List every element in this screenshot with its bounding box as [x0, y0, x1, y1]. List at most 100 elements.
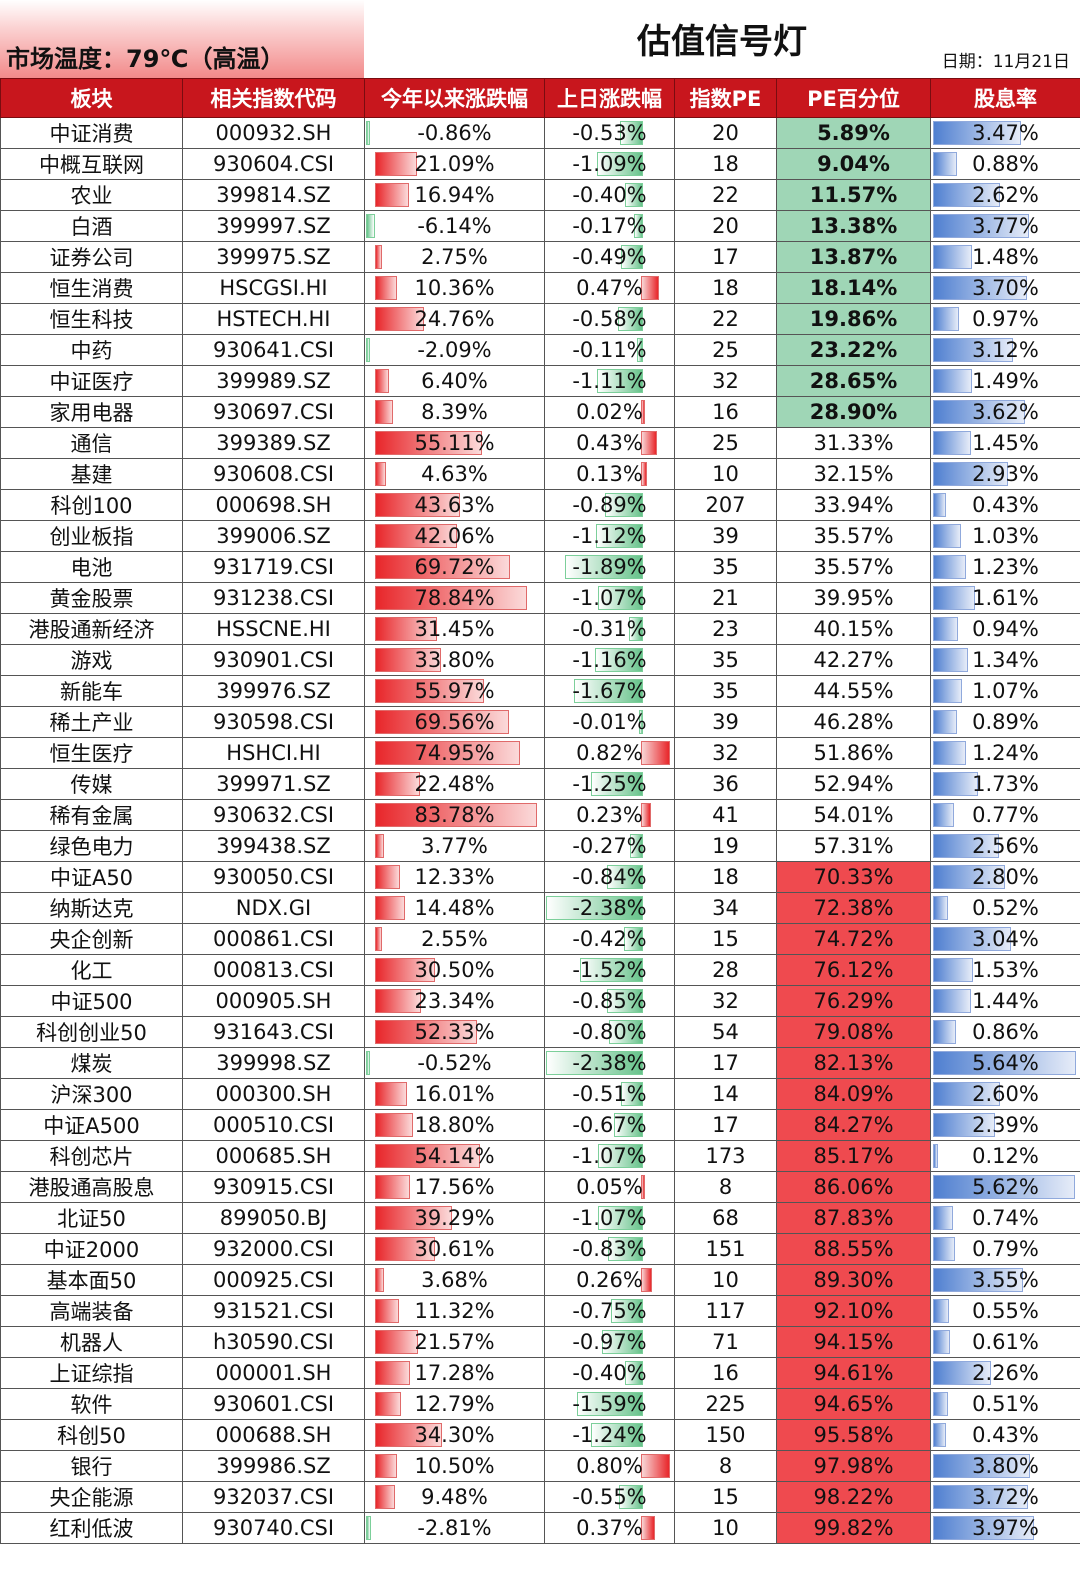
- ytd-change-cell: 8.39%: [364, 396, 545, 428]
- dividend-bar: [933, 1516, 1034, 1540]
- table-row: 白酒 399997.SZ -6.14% -0.17% 20 13.38% 3.77%: [0, 210, 1080, 242]
- dividend-yield-cell: 0.86%: [930, 1016, 1080, 1048]
- dividend-yield-cell: 1.61%: [930, 582, 1080, 614]
- prev-day-bar: [634, 214, 643, 238]
- prev-day-change-cell: -0.11%: [544, 334, 675, 366]
- pe-value: 21: [712, 586, 739, 610]
- pe-value: 41: [712, 803, 739, 827]
- prev-day-change-cell: -0.53%: [544, 117, 675, 149]
- table-row: 创业板指 399006.SZ 42.06% -1.12% 39 35.57% 1.03%: [0, 520, 1080, 552]
- prev-day-change-cell: 0.43%: [544, 427, 675, 459]
- dividend-bar: [933, 865, 1005, 889]
- dividend-yield-cell: 0.88%: [930, 148, 1080, 180]
- code-cell: 399997.SZ: [182, 210, 365, 242]
- sector-value: 恒生消费: [49, 277, 134, 301]
- ytd-change-cell: 42.06%: [364, 520, 545, 552]
- sector-value: 高端装备: [49, 1300, 134, 1324]
- pe-percentile-cell: 89.30%: [776, 1264, 931, 1296]
- pe-percentile-value: 92.10%: [813, 1299, 894, 1323]
- sector-value: 基建: [70, 463, 113, 487]
- ytd-bar: [375, 648, 442, 672]
- title-area: 估值信号灯 日期：11月21日: [364, 0, 1080, 78]
- ytd-change-cell: 69.72%: [364, 551, 545, 583]
- code-value: 000001.SH: [215, 1361, 332, 1385]
- sector-value: 科创100: [50, 494, 133, 518]
- dividend-yield-cell: 0.74%: [930, 1202, 1080, 1234]
- ytd-change-value: 78.84%: [414, 586, 495, 610]
- col-header-ytd: 今年以来涨跌幅: [364, 78, 545, 118]
- pe-percentile-value: 72.38%: [813, 896, 894, 920]
- pe-percentile-value: 98.22%: [813, 1485, 894, 1509]
- dividend-yield-cell: 0.55%: [930, 1295, 1080, 1327]
- pe-value: 19: [712, 834, 739, 858]
- table-row: 软件 930601.CSI 12.79% -1.59% 225 94.65% 0.51%: [0, 1388, 1080, 1420]
- ytd-change-cell: 21.09%: [364, 148, 545, 180]
- pe-percentile-cell: 99.82%: [776, 1512, 931, 1544]
- table-row: 新能车 399976.SZ 55.97% -1.67% 35 44.55% 1.07%: [0, 675, 1080, 707]
- ytd-change-cell: 17.28%: [364, 1357, 545, 1389]
- code-cell: 930050.CSI: [182, 861, 365, 893]
- prev-day-bar: [580, 958, 643, 982]
- prev-day-change-value: -0.49%: [572, 245, 647, 269]
- dividend-yield-value: 1.45%: [972, 431, 1039, 455]
- prev-day-change-value: -1.07%: [572, 586, 647, 610]
- prev-day-bar: [594, 648, 643, 672]
- dividend-yield-cell: 2.60%: [930, 1078, 1080, 1110]
- dividend-bar: [933, 741, 966, 765]
- code-cell: 930604.CSI: [182, 148, 365, 180]
- prev-day-bar: [577, 1392, 643, 1416]
- prev-day-change-value: -1.67%: [572, 679, 647, 703]
- ytd-bar: [375, 462, 386, 486]
- ytd-change-value: 2.55%: [421, 927, 488, 951]
- pe-percentile-value: 31.33%: [813, 431, 894, 455]
- prev-day-change-cell: -1.07%: [544, 582, 675, 614]
- prev-day-change-value: -0.51%: [572, 1082, 647, 1106]
- pe-value: 18: [712, 276, 739, 300]
- ytd-change-cell: -0.52%: [364, 1047, 545, 1079]
- ytd-change-value: -2.81%: [417, 1516, 492, 1540]
- ytd-bar: [375, 1113, 413, 1137]
- ytd-change-value: 55.97%: [414, 679, 495, 703]
- sector-cell: 传媒: [0, 768, 183, 800]
- sector-value: 港股通新经济: [28, 618, 155, 642]
- dividend-yield-cell: 1.48%: [930, 241, 1080, 273]
- sector-value: 北证50: [57, 1207, 126, 1231]
- code-cell: 930632.CSI: [182, 799, 365, 831]
- prev-day-change-cell: 0.80%: [544, 1450, 675, 1482]
- table-row: 科创创业50 931643.CSI 52.33% -0.80% 54 79.08% 0.86…: [0, 1016, 1080, 1048]
- prev-day-change-cell: -0.40%: [544, 1357, 675, 1389]
- dividend-yield-value: 0.61%: [972, 1330, 1039, 1354]
- prev-day-change-value: -0.17%: [572, 214, 647, 238]
- code-cell: 899050.BJ: [182, 1202, 365, 1234]
- dividend-bar: [933, 1361, 992, 1385]
- dividend-yield-cell: 3.62%: [930, 396, 1080, 428]
- code-value: 930050.CSI: [212, 865, 335, 889]
- ytd-bar: [375, 1299, 399, 1323]
- pe-percentile-value: 46.28%: [813, 710, 894, 734]
- ytd-bar: [375, 1361, 410, 1385]
- ytd-bar: [375, 989, 422, 1013]
- code-cell: 000905.SH: [182, 985, 365, 1017]
- sector-value: 煤炭: [70, 1052, 113, 1076]
- pe-percentile-value: 11.57%: [809, 183, 898, 207]
- dividend-yield-cell: 1.03%: [930, 520, 1080, 552]
- sector-value: 上证综指: [49, 1362, 134, 1386]
- dividend-yield-cell: 0.77%: [930, 799, 1080, 831]
- pe-cell: 36: [674, 768, 777, 800]
- sector-value: 科创创业50: [36, 1021, 147, 1045]
- pe-percentile-cell: 57.31%: [776, 830, 931, 862]
- prev-day-change-value: -0.27%: [572, 834, 647, 858]
- pe-value: 20: [712, 121, 739, 145]
- pe-percentile-cell: 28.90%: [776, 396, 931, 428]
- dividend-yield-value: 0.97%: [972, 307, 1039, 331]
- table-row: 央企能源 932037.CSI 9.48% -0.55% 15 98.22% 3.72%: [0, 1481, 1080, 1513]
- dividend-bar: [933, 183, 1001, 207]
- ytd-change-value: 24.76%: [414, 307, 495, 331]
- table-row: 北证50 899050.BJ 39.29% -1.07% 68 87.83% 0.74%: [0, 1202, 1080, 1234]
- sector-cell: 纳斯达克: [0, 892, 183, 924]
- code-value: 399986.SZ: [216, 1454, 331, 1478]
- prev-day-change-cell: 0.05%: [544, 1171, 675, 1203]
- sector-cell: 基建: [0, 458, 183, 490]
- dividend-yield-cell: 0.43%: [930, 489, 1080, 521]
- sector-value: 银行: [70, 1455, 113, 1479]
